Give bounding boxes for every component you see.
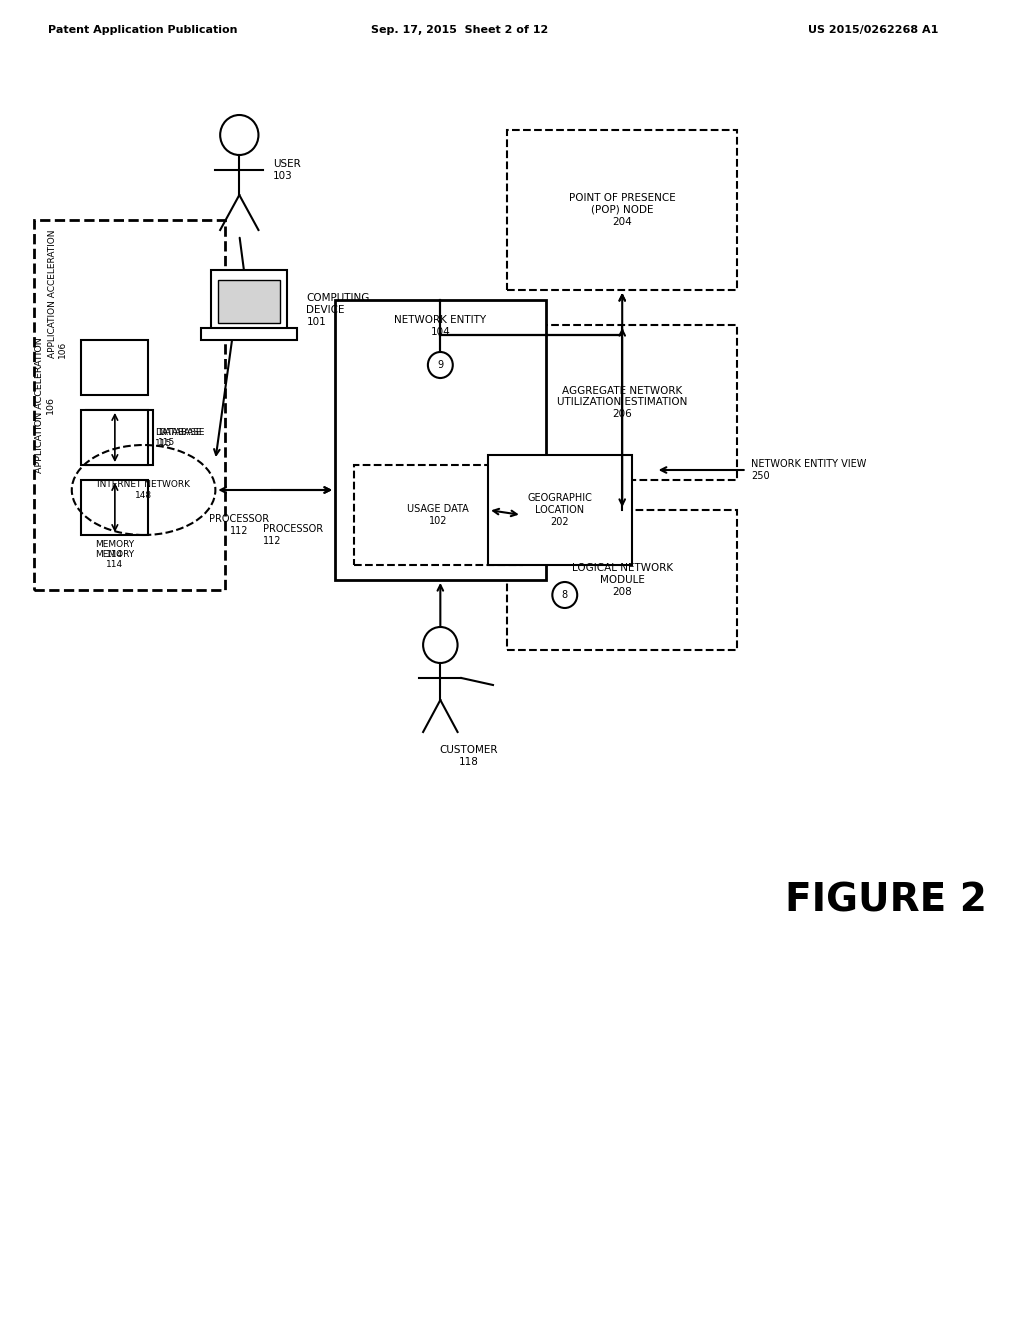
- FancyBboxPatch shape: [211, 271, 287, 330]
- FancyBboxPatch shape: [354, 465, 521, 565]
- Circle shape: [423, 627, 458, 663]
- Text: MEMORY
114: MEMORY 114: [95, 550, 134, 569]
- Text: 8: 8: [562, 590, 568, 601]
- Text: Patent Application Publication: Patent Application Publication: [48, 25, 238, 36]
- Text: Sep. 17, 2015  Sheet 2 of 12: Sep. 17, 2015 Sheet 2 of 12: [371, 25, 548, 36]
- Text: US 2015/0262268 A1: US 2015/0262268 A1: [808, 25, 938, 36]
- Text: NETWORK ENTITY
104: NETWORK ENTITY 104: [394, 315, 486, 337]
- Text: POINT OF PRESENCE
(POP) NODE
204: POINT OF PRESENCE (POP) NODE 204: [569, 194, 676, 227]
- Text: PROCESSOR
112: PROCESSOR 112: [263, 524, 324, 545]
- Text: USER
103: USER 103: [272, 160, 301, 181]
- Text: LOGICAL NETWORK
MODULE
208: LOGICAL NETWORK MODULE 208: [571, 564, 673, 597]
- FancyBboxPatch shape: [218, 280, 280, 323]
- Text: DATABASE
115: DATABASE 115: [155, 428, 202, 447]
- Text: MEMORY
114: MEMORY 114: [95, 540, 134, 560]
- FancyBboxPatch shape: [81, 341, 148, 395]
- Text: DATABASE
115: DATABASE 115: [158, 428, 205, 447]
- Text: INTERNET NETWORK
148: INTERNET NETWORK 148: [97, 480, 190, 500]
- FancyBboxPatch shape: [81, 480, 148, 535]
- FancyBboxPatch shape: [201, 327, 297, 341]
- Text: FIGURE 2: FIGURE 2: [785, 880, 987, 919]
- Text: COMPUTING
DEVICE
101: COMPUTING DEVICE 101: [306, 293, 370, 326]
- Text: NETWORK ENTITY VIEW
250: NETWORK ENTITY VIEW 250: [752, 459, 867, 480]
- Circle shape: [428, 352, 453, 378]
- Text: GEOGRAPHIC
LOCATION
202: GEOGRAPHIC LOCATION 202: [527, 494, 593, 527]
- FancyBboxPatch shape: [81, 411, 148, 465]
- Text: USAGE DATA
102: USAGE DATA 102: [408, 504, 469, 525]
- FancyBboxPatch shape: [335, 300, 546, 579]
- FancyBboxPatch shape: [507, 129, 737, 290]
- Text: PROCESSOR
112: PROCESSOR 112: [209, 515, 269, 536]
- Circle shape: [220, 115, 258, 154]
- Text: APPLICATION ACCELERATION
106: APPLICATION ACCELERATION 106: [35, 337, 54, 473]
- FancyBboxPatch shape: [507, 325, 737, 480]
- Text: 9: 9: [437, 360, 443, 370]
- FancyBboxPatch shape: [86, 411, 154, 465]
- FancyBboxPatch shape: [507, 510, 737, 649]
- Text: AGGREGATE NETWORK
UTILIZATION ESTIMATION
206: AGGREGATE NETWORK UTILIZATION ESTIMATION…: [557, 385, 687, 418]
- FancyBboxPatch shape: [488, 455, 632, 565]
- Text: APPLICATION ACCELERATION
106: APPLICATION ACCELERATION 106: [48, 230, 68, 359]
- Circle shape: [552, 582, 578, 609]
- Text: CUSTOMER
118: CUSTOMER 118: [439, 744, 499, 767]
- FancyBboxPatch shape: [34, 220, 225, 590]
